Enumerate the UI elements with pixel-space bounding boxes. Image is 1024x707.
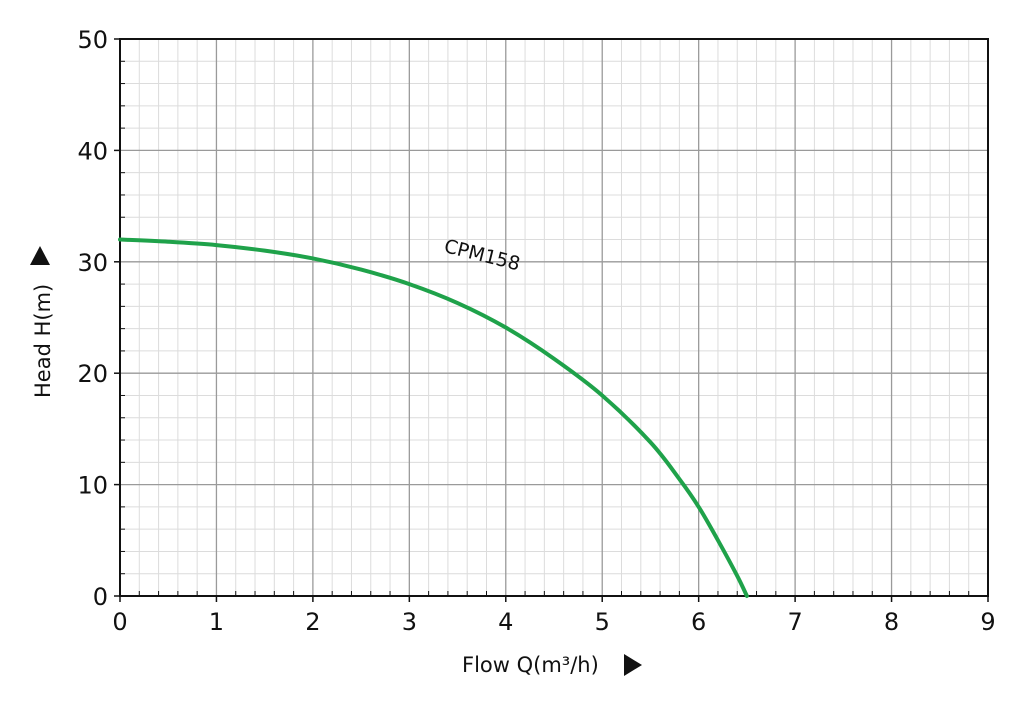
series-label: CPM158 xyxy=(442,235,522,275)
x-axis-title: Flow Q(m³/h) xyxy=(462,653,599,677)
axis-ticks xyxy=(114,38,989,602)
series-line-cpm158 xyxy=(118,237,749,598)
y-axis-arrow-icon xyxy=(30,246,50,265)
y-tick-label: 0 xyxy=(93,583,108,611)
x-tick-labels: 0 1 2 3 4 5 6 7 8 9 xyxy=(112,608,995,636)
y-tick-label: 20 xyxy=(77,360,108,388)
y-axis-title: Head H(m) xyxy=(31,284,55,398)
x-tick-label: 3 xyxy=(402,608,417,636)
plot-frame xyxy=(119,38,989,597)
x-tick-label: 5 xyxy=(595,608,610,636)
minor-grid xyxy=(120,39,988,596)
x-tick-label: 7 xyxy=(787,608,802,636)
y-tick-label: 30 xyxy=(77,249,108,277)
y-tick-label: 10 xyxy=(77,472,108,500)
x-tick-label: 0 xyxy=(112,608,127,636)
x-tick-label: 4 xyxy=(498,608,513,636)
x-axis-arrow-icon xyxy=(624,654,642,676)
x-tick-label: 1 xyxy=(209,608,224,636)
y-tick-label: 40 xyxy=(77,137,108,165)
major-grid xyxy=(120,39,988,596)
x-tick-label: 6 xyxy=(691,608,706,636)
x-tick-label: 8 xyxy=(884,608,899,636)
y-tick-label: 50 xyxy=(77,26,108,54)
series-layer: CPM158 xyxy=(118,235,749,598)
x-tick-label: 2 xyxy=(305,608,320,636)
x-tick-label: 9 xyxy=(980,608,995,636)
y-tick-labels: 0 10 20 30 40 50 xyxy=(77,26,108,611)
